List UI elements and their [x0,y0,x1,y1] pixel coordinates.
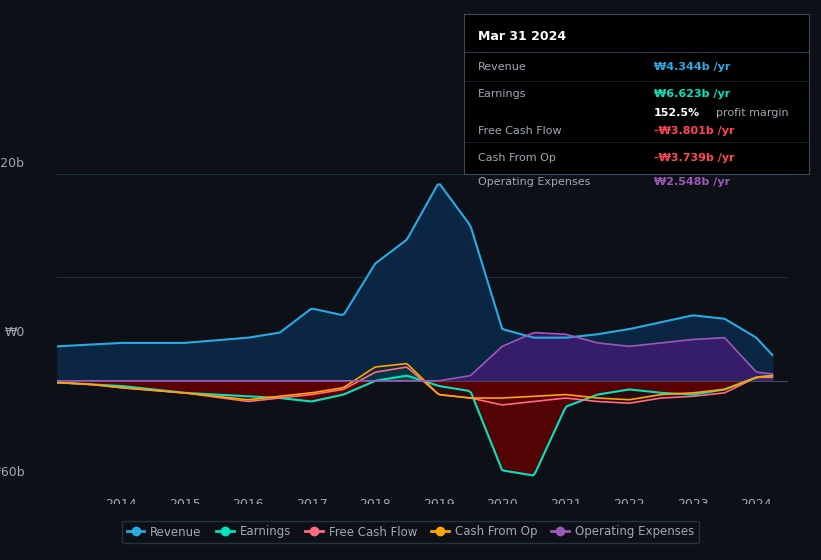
Text: -₩3.739b /yr: -₩3.739b /yr [654,153,734,162]
Text: Earnings: Earnings [478,89,526,99]
Text: 152.5%: 152.5% [654,108,699,118]
Text: Cash From Op: Cash From Op [478,153,556,162]
Text: Free Cash Flow: Free Cash Flow [478,125,562,136]
Text: ₩120b: ₩120b [0,157,25,170]
Text: Revenue: Revenue [478,62,526,72]
Text: ₩6.623b /yr: ₩6.623b /yr [654,89,730,99]
Text: -₩3.801b /yr: -₩3.801b /yr [654,125,734,136]
Legend: Revenue, Earnings, Free Cash Flow, Cash From Op, Operating Expenses: Revenue, Earnings, Free Cash Flow, Cash … [122,521,699,543]
Text: Operating Expenses: Operating Expenses [478,176,590,186]
Text: profit margin: profit margin [716,108,788,118]
Text: Mar 31 2024: Mar 31 2024 [478,30,566,43]
Text: ₩0: ₩0 [4,326,25,339]
Text: ₩4.344b /yr: ₩4.344b /yr [654,62,730,72]
Text: ₩2.548b /yr: ₩2.548b /yr [654,176,730,186]
Text: -₩60b: -₩60b [0,466,25,479]
